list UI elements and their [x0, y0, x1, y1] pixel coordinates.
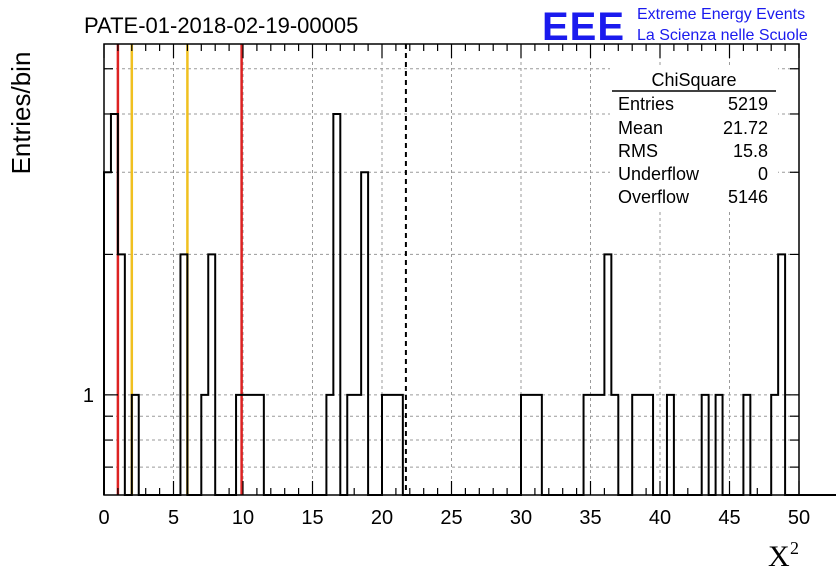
chart-title: PATE-01-2018-02-19-00005: [84, 13, 358, 38]
stats-label: Entries: [618, 94, 674, 114]
stats-value: 5219: [728, 94, 768, 114]
x-axis-label-symbol: X: [768, 540, 790, 572]
x-axis-label: X 2: [768, 538, 799, 572]
y-tick-label: 1: [83, 385, 94, 407]
x-axis-label-superscript: 2: [790, 538, 799, 558]
stats-label: Underflow: [618, 164, 700, 184]
stats-row-rms: RMS 15.8: [618, 141, 768, 161]
x-tick-label: 35: [579, 507, 601, 529]
x-tick-label: 0: [98, 507, 109, 529]
x-tick-label: 25: [440, 507, 462, 529]
logo-line-1: Extreme Energy Events: [637, 6, 805, 23]
stats-row-mean: Mean 21.72: [618, 118, 768, 138]
grid: [104, 44, 799, 495]
x-tick-label: 45: [718, 507, 740, 529]
x-tick-label: 40: [649, 507, 671, 529]
stats-value: 21.72: [723, 118, 768, 138]
y-axis-label: Entries/bin: [6, 52, 36, 175]
x-tick-label: 30: [510, 507, 532, 529]
stats-box-title: ChiSquare: [651, 70, 736, 90]
logo-line-2: La Scienza nelle Scuole: [637, 27, 808, 44]
stats-value: 0: [758, 164, 768, 184]
x-tick-label: 5: [168, 507, 179, 529]
stats-label: Overflow: [618, 187, 690, 207]
eee-logo: EEE Extreme Energy Events La Scienza nel…: [542, 5, 808, 49]
x-tick-label: 15: [301, 507, 323, 529]
stats-box: ChiSquare Entries 5219 Mean 21.72 RMS 15…: [610, 68, 778, 210]
x-axis-ticks: 0 5 10 15 20 25 30 35 40 45 50: [98, 44, 810, 529]
x-tick-label: 50: [788, 507, 810, 529]
x-tick-label: 10: [232, 507, 254, 529]
stats-value: 5146: [728, 187, 768, 207]
stats-label: Mean: [618, 118, 663, 138]
y-axis-ticks: 1: [83, 68, 799, 468]
stats-value: 15.8: [733, 141, 768, 161]
stats-label: RMS: [618, 141, 658, 161]
logo-mark: EEE: [542, 5, 625, 49]
stats-row-entries: Entries 5219: [618, 94, 768, 114]
stats-row-overflow: Overflow 5146: [618, 187, 768, 207]
stats-row-underflow: Underflow 0: [618, 164, 768, 184]
x-tick-label: 20: [371, 507, 393, 529]
reference-lines: [116, 44, 407, 495]
